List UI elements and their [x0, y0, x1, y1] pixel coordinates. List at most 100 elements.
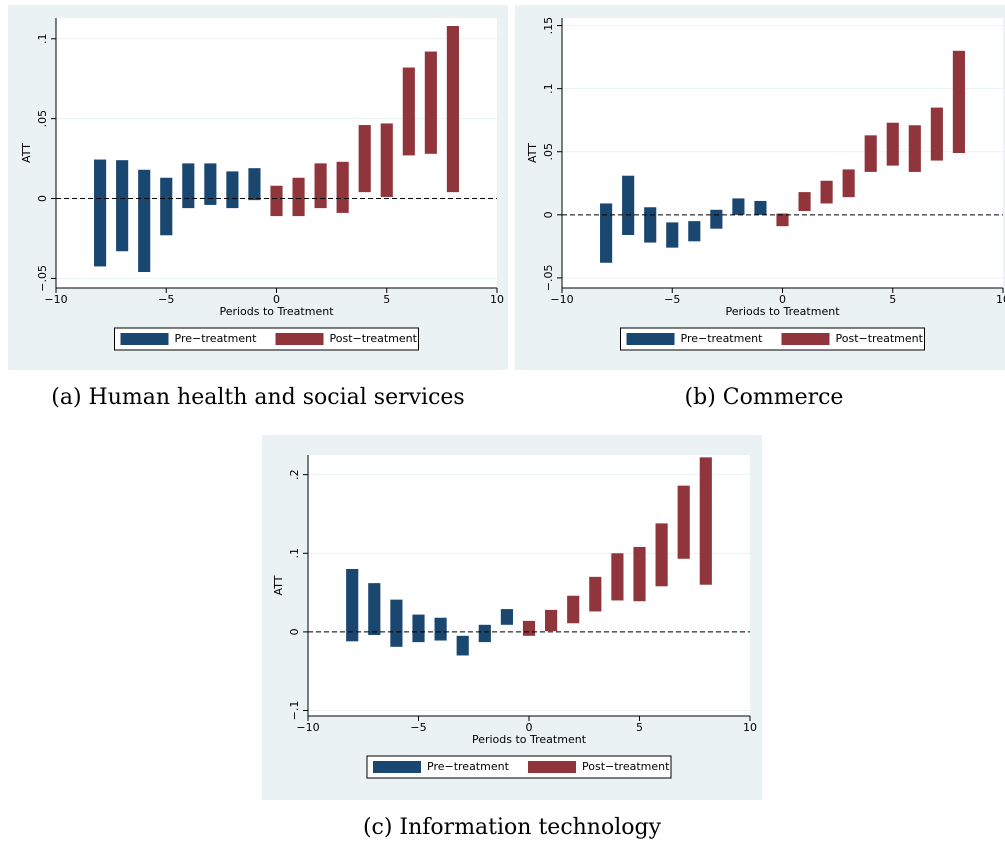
y-tick-label: .15 [542, 17, 555, 34]
x-tick-label: −10 [44, 293, 67, 306]
y-tick-label: 0 [36, 195, 49, 202]
range-bar [655, 523, 668, 587]
range-bar [204, 163, 217, 205]
range-bar [633, 546, 646, 602]
y-axis-label: ATT [526, 143, 539, 163]
range-bar [820, 180, 833, 204]
range-bar [402, 67, 415, 156]
legend-label: Pre−treatment [681, 332, 764, 345]
range-bar [886, 122, 899, 166]
y-axis-label: ATT [20, 143, 33, 163]
x-tick-label: −5 [410, 721, 426, 734]
caption: (c) Information technology [363, 815, 662, 840]
range-bar [182, 163, 195, 209]
range-bar [732, 198, 745, 215]
x-tick-label: 0 [273, 293, 280, 306]
x-tick-label: 10 [743, 721, 757, 734]
x-tick-label: 10 [996, 293, 1005, 306]
range-bar [622, 175, 635, 236]
range-bar [798, 192, 811, 212]
x-tick-label: −5 [158, 293, 174, 306]
range-bar [699, 457, 712, 585]
x-tick-label: −10 [550, 293, 573, 306]
x-tick-label: 0 [526, 721, 533, 734]
range-bar [380, 123, 393, 197]
range-bar [270, 185, 283, 217]
x-axis-label: Periods to Treatment [219, 305, 334, 318]
legend-box [620, 327, 925, 351]
x-axis-label: Periods to Treatment [725, 305, 840, 318]
range-bar [930, 107, 943, 161]
range-bar [589, 576, 602, 612]
y-tick-label: .2 [288, 469, 301, 480]
range-bar [292, 177, 305, 217]
range-bar [666, 222, 679, 248]
y-axis-label: ATT [272, 575, 285, 595]
range-bar [434, 617, 447, 641]
range-bar [600, 203, 613, 263]
x-tick-label: −5 [664, 293, 680, 306]
legend-swatch [626, 333, 675, 345]
range-bar [864, 135, 877, 172]
legend-swatch [781, 333, 830, 345]
x-tick-label: 5 [383, 293, 390, 306]
range-bar [776, 213, 789, 227]
legend-label: Post−treatment [582, 760, 670, 773]
range-bar [412, 614, 425, 643]
range-bar [226, 171, 239, 209]
legend-swatch [120, 333, 169, 345]
legend-label: Post−treatment [330, 332, 418, 345]
chart-panel: −.05 0 .05 .1 .15 −10 −5 0 5 10 Periods to Treatme… [515, 5, 1005, 410]
legend-label: Pre−treatment [427, 760, 510, 773]
y-tick-label: −.05 [542, 265, 555, 292]
x-tick-label: −10 [296, 721, 319, 734]
legend-swatch [373, 761, 421, 773]
y-tick-label: −.1 [288, 701, 301, 721]
y-tick-label: 0 [542, 211, 555, 218]
range-bar [710, 209, 723, 229]
y-tick-label: .05 [36, 110, 49, 128]
range-bar [94, 159, 107, 267]
y-tick-label: .1 [36, 34, 49, 45]
range-bar [908, 125, 921, 172]
x-tick-label: 5 [636, 721, 643, 734]
range-bar [390, 599, 403, 647]
legend-box [114, 327, 419, 351]
range-bar [368, 583, 381, 636]
plot-area [56, 18, 497, 288]
chart-panel: −.1 0 .1 .2 −10 −5 0 5 10 Periods to Treatment ATT… [262, 435, 762, 840]
range-bar [446, 25, 459, 193]
plot-area [562, 18, 1003, 288]
y-tick-label: .1 [542, 83, 555, 94]
legend-label: Pre−treatment [175, 332, 258, 345]
caption: (a) Human health and social services [51, 385, 464, 410]
range-bar [754, 200, 767, 215]
range-bar [346, 568, 359, 642]
range-bar [500, 609, 513, 625]
chart-panel: −.05 0 .05 .1 −10 −5 0 5 10 Periods to Treatment A… [8, 5, 508, 410]
y-tick-label: −.05 [36, 265, 49, 292]
x-tick-label: 10 [490, 293, 504, 306]
range-bar [138, 169, 151, 273]
range-bar [160, 177, 173, 236]
plot-area [308, 455, 750, 716]
range-bar [644, 207, 657, 243]
range-bar [677, 485, 690, 559]
range-bar [358, 125, 371, 193]
range-bar [952, 50, 965, 153]
range-bar [545, 609, 558, 632]
caption: (b) Commerce [685, 385, 844, 410]
legend-label: Post−treatment [836, 332, 924, 345]
range-bar [248, 168, 261, 201]
range-bar [522, 620, 536, 636]
range-bar [424, 51, 437, 154]
range-bar [314, 163, 327, 209]
x-tick-label: 5 [889, 293, 896, 306]
range-bar [116, 160, 129, 252]
range-bar [336, 161, 349, 213]
legend-swatch [275, 333, 324, 345]
x-axis-label: Periods to Treatment [472, 733, 587, 746]
range-bar [688, 221, 701, 242]
range-bar [567, 595, 580, 624]
